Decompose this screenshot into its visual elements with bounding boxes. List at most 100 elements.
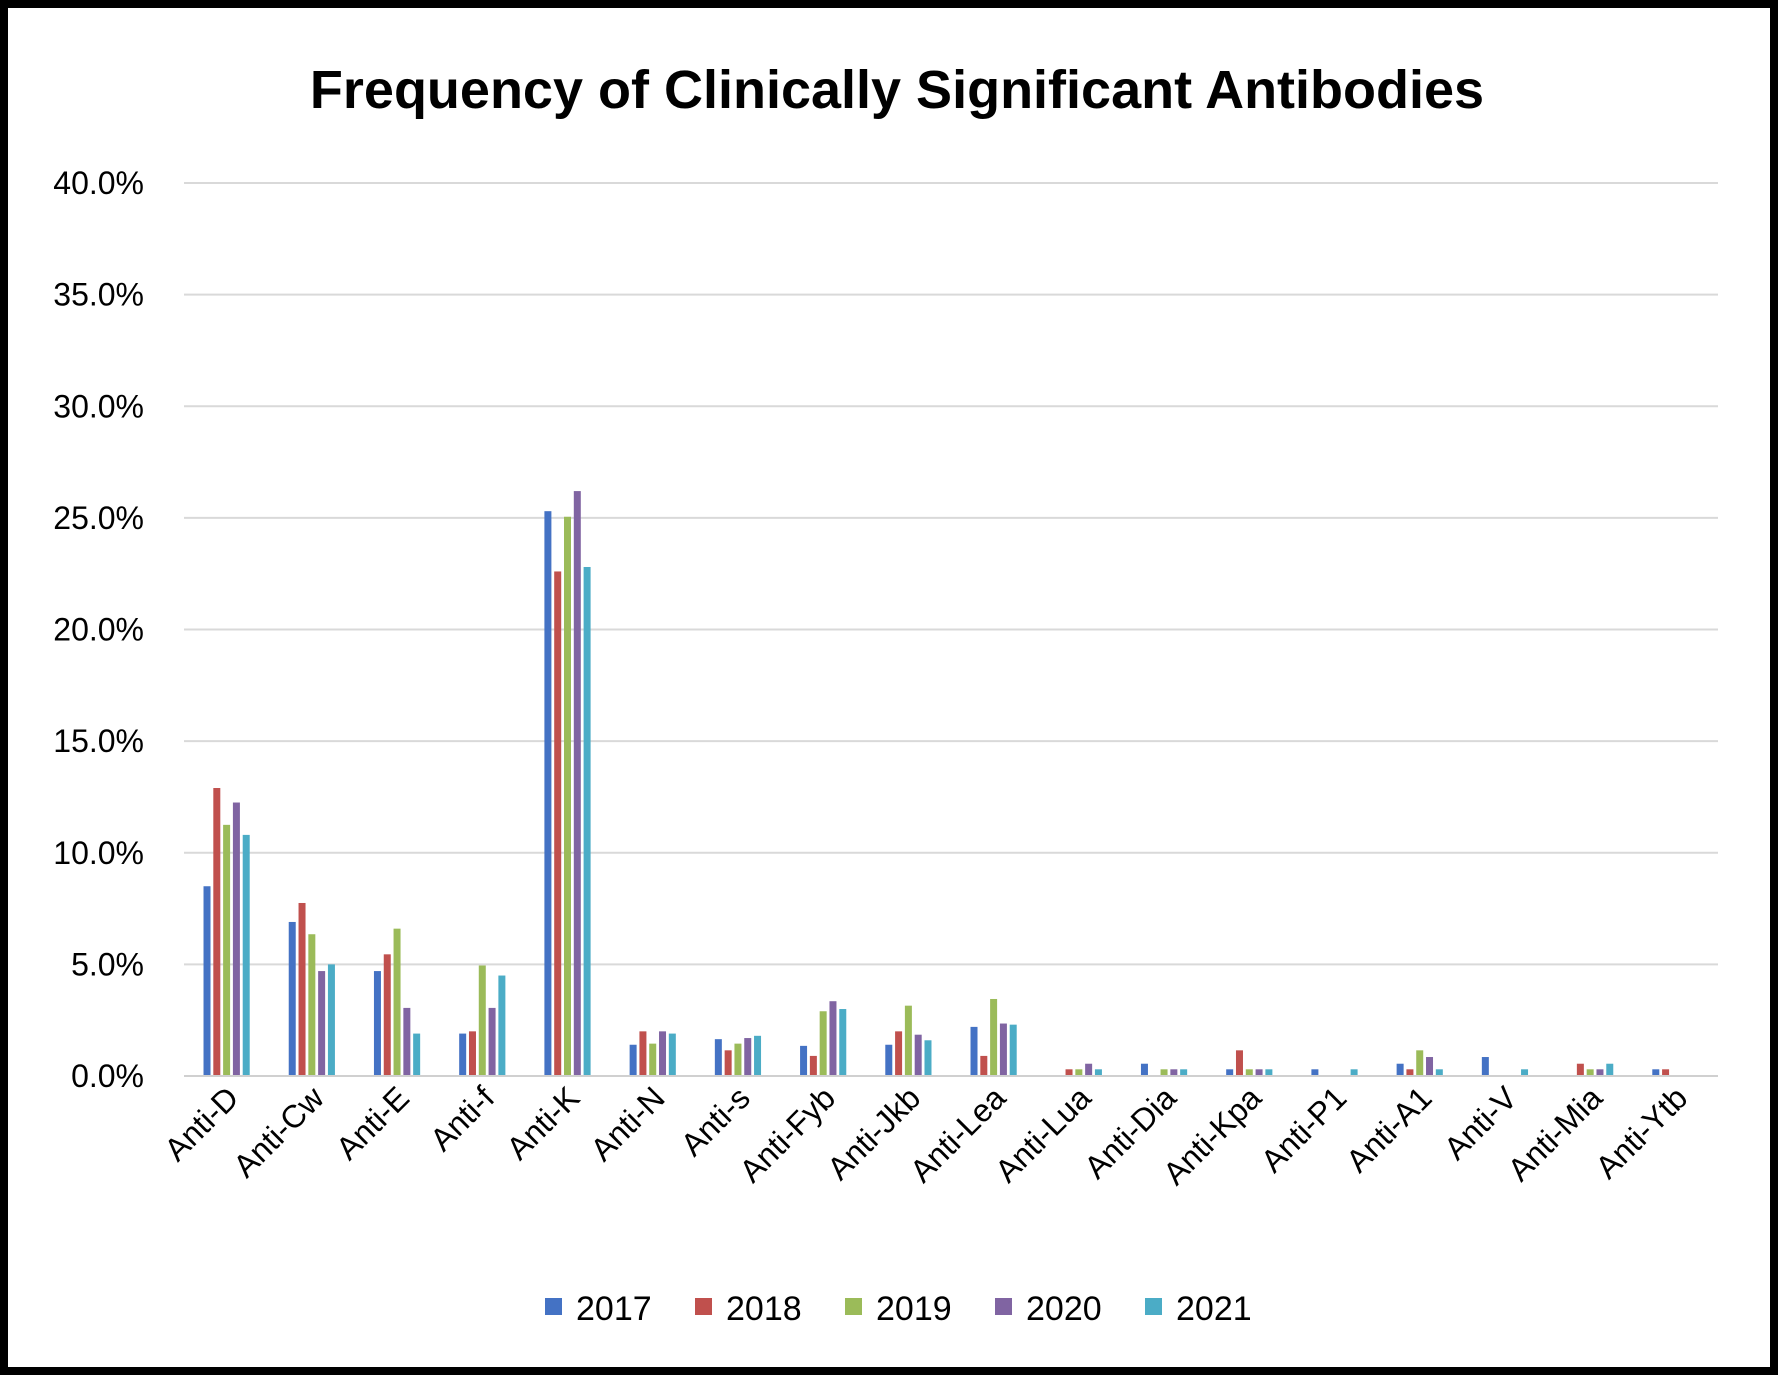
bar-2019-anti-mia (1586, 1069, 1594, 1076)
bar-2017-anti-fyb (800, 1045, 808, 1076)
bar-2017-anti-ytb (1652, 1069, 1660, 1076)
y-tick-label: 20.0% (53, 612, 144, 648)
bar-2021-anti-d (242, 834, 250, 1076)
bar-2021-anti-jkb (924, 1040, 932, 1076)
bar-2020-anti-dia (1170, 1069, 1178, 1076)
bar-2020-anti-fyb (829, 1001, 837, 1076)
bar-2017-anti-d (203, 886, 211, 1076)
chart-title: Frequency of Clinically Significant Anti… (310, 60, 1484, 120)
bar-2020-anti-kpa (1255, 1069, 1263, 1076)
bar-2017-anti-f (459, 1033, 467, 1076)
legend-swatch-2018 (695, 1298, 712, 1315)
y-tick-label: 0.0% (71, 1058, 144, 1094)
bar-2017-anti-s (714, 1039, 722, 1076)
bar-2019-anti-fyb (819, 1011, 827, 1076)
bar-2020-anti-f (488, 1007, 496, 1076)
gridlines (184, 182, 1718, 966)
x-category-label: Anti-A1 (1339, 1079, 1439, 1179)
bar-2020-anti-lua (1085, 1063, 1093, 1076)
y-tick-label: 5.0% (71, 946, 144, 982)
bar-2017-anti-jkb (885, 1044, 893, 1076)
bar-2021-anti-k (583, 566, 591, 1076)
legend-label-2020: 2020 (1026, 1290, 1102, 1328)
bars (203, 491, 1670, 1077)
bar-2021-anti-a1 (1435, 1069, 1443, 1076)
bar-2021-anti-n (668, 1033, 676, 1076)
bar-2017-anti-k (544, 511, 552, 1076)
bar-2020-anti-jkb (914, 1034, 922, 1076)
y-tick-label: 30.0% (53, 388, 144, 424)
bar-2018-anti-fyb (809, 1055, 817, 1076)
bar-2021-anti-kpa (1265, 1069, 1273, 1076)
bar-2018-anti-s (724, 1050, 732, 1076)
bar-2018-anti-f (468, 1031, 476, 1076)
bar-2019-anti-lua (1075, 1069, 1083, 1076)
bar-2017-anti-v (1481, 1057, 1489, 1076)
bar-2021-anti-dia (1180, 1069, 1188, 1076)
bar-2018-anti-d (213, 788, 221, 1076)
bar-2021-anti-s (754, 1035, 762, 1076)
bar-2018-anti-ytb (1662, 1069, 1670, 1076)
bar-2019-anti-f (478, 965, 486, 1076)
bar-2020-anti-lea (999, 1023, 1007, 1076)
bar-chart: Frequency of Clinically Significant Anti… (53, 60, 1718, 1328)
bar-2021-anti-f (498, 975, 506, 1076)
bar-2021-anti-lua (1094, 1069, 1102, 1076)
bar-2018-anti-lea (980, 1055, 988, 1076)
legend-swatch-2021 (1145, 1298, 1162, 1315)
bar-2017-anti-dia (1140, 1063, 1148, 1076)
bar-2019-anti-k (564, 516, 571, 1076)
bar-2018-anti-kpa (1235, 1050, 1243, 1076)
bar-2018-anti-e (383, 954, 391, 1076)
y-tick-label: 10.0% (53, 835, 144, 871)
bar-2020-anti-n (659, 1031, 667, 1076)
bar-2020-anti-cw (318, 971, 326, 1076)
x-category-label: Anti-Cw (226, 1079, 331, 1184)
bar-2021-anti-p1 (1350, 1069, 1358, 1076)
legend-swatch-2019 (845, 1298, 862, 1315)
x-category-label: Anti-N (583, 1079, 671, 1167)
bar-2019-anti-n (649, 1043, 657, 1076)
bar-2017-anti-e (373, 971, 381, 1076)
y-tick-label: 40.0% (53, 165, 144, 201)
x-category-label: Anti-K (499, 1079, 586, 1166)
x-category-label: Anti-Mia (1501, 1079, 1610, 1188)
bar-2020-anti-s (744, 1038, 752, 1076)
bar-2018-anti-lua (1065, 1069, 1073, 1076)
legend-label-2021: 2021 (1176, 1290, 1252, 1328)
x-category-label: Anti-P1 (1254, 1079, 1354, 1179)
bar-2020-anti-a1 (1426, 1057, 1434, 1076)
bar-2019-anti-e (393, 928, 401, 1076)
x-category-label: Anti-E (329, 1079, 416, 1166)
y-axis-ticks: 0.0% 5.0% 10.0% 15.0% 20.0% 25.0% 30.0% 35.0% 40… (53, 165, 144, 1094)
bar-2017-anti-cw (288, 921, 296, 1076)
x-category-label: Anti-Lua (988, 1079, 1098, 1189)
bar-2017-anti-lea (970, 1026, 978, 1076)
bar-2021-anti-v (1521, 1069, 1529, 1076)
bar-2021-anti-fyb (839, 1009, 847, 1076)
bar-2019-anti-a1 (1416, 1050, 1424, 1076)
y-tick-label: 25.0% (53, 500, 144, 536)
bar-2018-anti-mia (1576, 1063, 1584, 1076)
bar-2017-anti-p1 (1311, 1069, 1319, 1076)
legend-swatch-2020 (995, 1298, 1012, 1315)
bar-2017-anti-n (629, 1044, 637, 1076)
bar-2019-anti-lea (990, 998, 998, 1076)
bar-2020-anti-d (232, 802, 240, 1076)
bar-2018-anti-jkb (895, 1031, 903, 1076)
bar-2019-anti-dia (1160, 1069, 1168, 1076)
bar-2017-anti-kpa (1226, 1069, 1234, 1076)
bar-2018-anti-cw (298, 902, 306, 1076)
x-category-label: Anti-s (674, 1079, 757, 1162)
legend-label-2017: 2017 (576, 1290, 652, 1328)
bar-2019-anti-kpa (1245, 1069, 1253, 1076)
bar-2020-anti-e (403, 1007, 411, 1076)
bar-2018-anti-a1 (1406, 1069, 1414, 1076)
bar-2019-anti-jkb (904, 1005, 912, 1076)
bar-2021-anti-cw (327, 964, 335, 1076)
legend: 2017 2018 2019 2020 2021 (545, 1290, 1252, 1328)
bar-2017-anti-a1 (1396, 1063, 1404, 1076)
legend-swatch-2017 (545, 1298, 562, 1315)
bar-2019-anti-d (223, 824, 231, 1076)
bar-2018-anti-n (639, 1031, 647, 1076)
